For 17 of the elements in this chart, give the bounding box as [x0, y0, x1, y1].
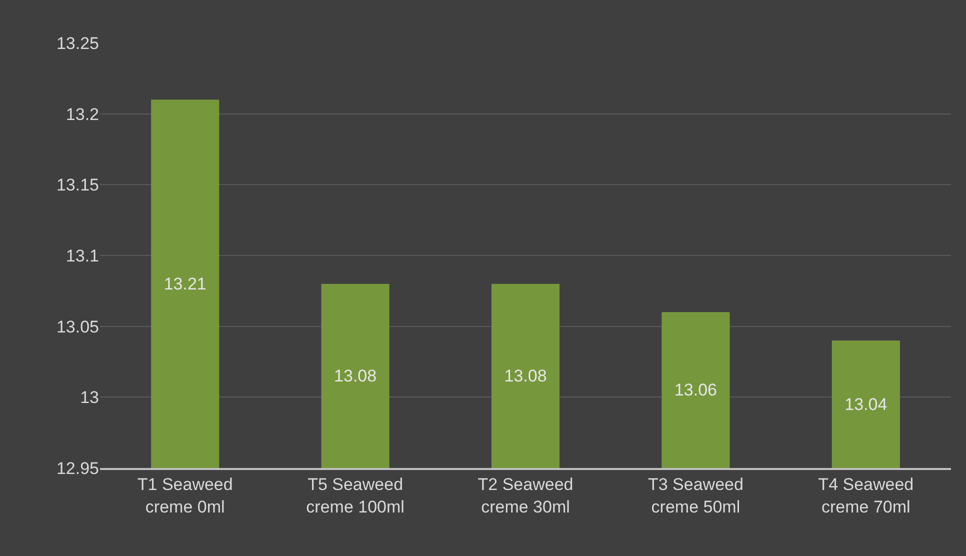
y-tick-label: 13.25 [56, 34, 99, 53]
x-tick-label: T1 Seaweed creme 0ml [137, 475, 233, 516]
y-tick-label: 13 [80, 388, 99, 408]
y-tick-label: 13.2 [66, 104, 99, 124]
x-tick-label: T5 Seaweed creme 100ml [306, 475, 404, 516]
data-label: 13.04 [844, 394, 888, 414]
y-tick-label: 13.05 [56, 317, 99, 336]
data-label: 13.06 [674, 380, 717, 400]
x-tick-label: T3 Seaweed creme 50ml [648, 475, 744, 516]
x-tick-label: T4 Seaweed creme 70ml [818, 475, 914, 516]
data-label: 13.08 [334, 366, 377, 386]
x-tick-label: T2 Seaweed creme 30ml [478, 475, 574, 516]
data-label: 13.21 [164, 274, 206, 294]
y-tick-label: 13.1 [66, 246, 99, 266]
y-tick-label: 12.95 [56, 458, 99, 478]
data-label: 13.08 [504, 366, 547, 386]
y-tick-label: 13.15 [56, 176, 99, 195]
